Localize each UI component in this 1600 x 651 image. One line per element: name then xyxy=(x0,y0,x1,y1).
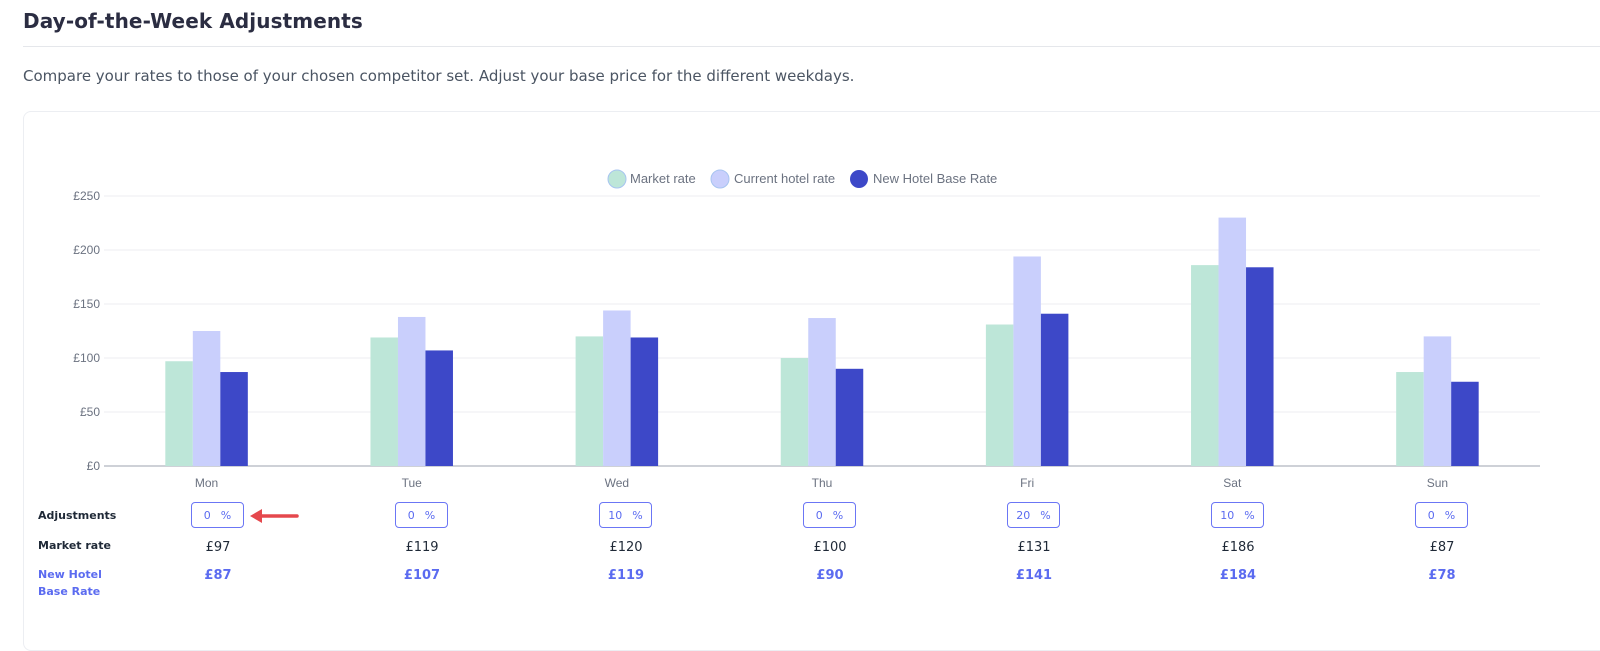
bar xyxy=(1396,372,1424,466)
bar xyxy=(603,310,631,466)
percent-sign: % xyxy=(1444,508,1456,522)
y-tick-label: £0 xyxy=(87,459,101,473)
adjustment-input-thu[interactable]: 0% xyxy=(803,502,856,528)
legend-label: Market rate xyxy=(630,171,696,186)
adjustment-input-wed[interactable]: 10% xyxy=(599,502,652,528)
legend-swatch xyxy=(710,169,730,189)
bar xyxy=(1040,313,1069,466)
market-rate-value: £97 xyxy=(205,540,231,555)
legend-swatch xyxy=(850,170,868,188)
adjustment-input-tue[interactable]: 0% xyxy=(395,502,448,528)
x-tick-label: Sun xyxy=(1427,476,1448,490)
bar xyxy=(1423,336,1452,466)
adjustment-input-sat[interactable]: 10% xyxy=(1211,502,1264,528)
y-tick-label: £250 xyxy=(73,189,100,203)
adjustment-value: 0 xyxy=(1427,508,1435,522)
percent-sign: % xyxy=(632,508,643,522)
market-rate-row-label: Market rate xyxy=(38,539,111,552)
title-divider xyxy=(23,46,1600,47)
new-hotel-base-rate-value: £87 xyxy=(204,568,232,583)
bar xyxy=(780,358,809,466)
adjustments-row-label: Adjustments xyxy=(38,509,117,522)
page-subtitle: Compare your rates to those of your chos… xyxy=(23,67,855,85)
adjustment-value: 0 xyxy=(815,508,823,522)
new-hotel-base-rate-value: £141 xyxy=(1015,568,1053,583)
bar xyxy=(575,336,604,466)
percent-sign: % xyxy=(832,508,844,522)
market-rate-value: £186 xyxy=(1221,540,1255,555)
new-hotel-base-rate-value: £184 xyxy=(1219,568,1257,583)
new-hotel-base-rate-row-label: New Hotel Base Rate xyxy=(38,568,102,598)
x-tick-label: Mon xyxy=(195,476,218,490)
x-tick-label: Thu xyxy=(812,476,833,490)
bar xyxy=(835,368,864,466)
adjustment-input-sun[interactable]: 0% xyxy=(1415,502,1468,528)
bar xyxy=(808,318,836,466)
bar xyxy=(1191,265,1219,466)
percent-sign: % xyxy=(1244,508,1255,522)
legend-label: New Hotel Base Rate xyxy=(873,171,997,186)
new-hotel-base-rate-value: £119 xyxy=(607,568,645,583)
percent-sign: % xyxy=(220,508,232,522)
bar xyxy=(1218,217,1247,466)
legend-swatch xyxy=(607,169,627,189)
y-tick-label: £200 xyxy=(73,243,100,257)
rates-bar-chart: £0 £50 £100 £150 £200 £250 Mon Tue Wed Thu Fri Sat S… xyxy=(73,169,1540,523)
y-tick-label: £50 xyxy=(80,405,100,419)
arrow-head-icon xyxy=(250,509,262,523)
adjustment-input-mon[interactable]: 0% xyxy=(191,502,244,528)
y-tick-label: £150 xyxy=(73,297,100,311)
market-rate-value: £119 xyxy=(405,540,439,555)
percent-sign: % xyxy=(1040,508,1051,522)
bar xyxy=(425,350,453,466)
adjustment-value: 10 xyxy=(1220,508,1235,522)
page-title: Day-of-the-Week Adjustments xyxy=(23,9,363,33)
market-rate-value: £100 xyxy=(813,540,847,555)
bar xyxy=(1451,381,1479,466)
bar xyxy=(1013,256,1041,466)
bar xyxy=(630,337,659,466)
x-tick-label: Wed xyxy=(605,476,629,490)
market-rate-value: £87 xyxy=(1429,540,1455,555)
adjustment-value: 0 xyxy=(407,508,415,522)
bar xyxy=(220,372,248,466)
x-tick-label: Sat xyxy=(1223,476,1242,490)
bar xyxy=(397,316,426,466)
adjustment-input-fri[interactable]: 20% xyxy=(1007,502,1060,528)
x-tick-label: Tue xyxy=(402,476,423,490)
new-hotel-base-rate-value: £90 xyxy=(816,568,844,583)
new-hotel-base-rate-value: £107 xyxy=(403,568,441,583)
x-tick-label: Fri xyxy=(1020,476,1034,490)
percent-sign: % xyxy=(424,508,436,522)
bar xyxy=(192,331,221,466)
bar xyxy=(1246,267,1274,466)
bar xyxy=(985,324,1014,466)
adjustment-value: 10 xyxy=(608,508,623,522)
market-rate-value: £120 xyxy=(609,540,643,555)
legend-label: Current hotel rate xyxy=(734,171,835,186)
market-rate-value: £131 xyxy=(1017,540,1051,555)
bar xyxy=(165,361,193,466)
adjustment-value: 0 xyxy=(203,508,211,522)
y-tick-label: £100 xyxy=(73,351,100,365)
new-hotel-base-rate-value: £78 xyxy=(1428,568,1456,583)
bar xyxy=(370,337,398,466)
adjustment-value: 20 xyxy=(1016,508,1031,522)
